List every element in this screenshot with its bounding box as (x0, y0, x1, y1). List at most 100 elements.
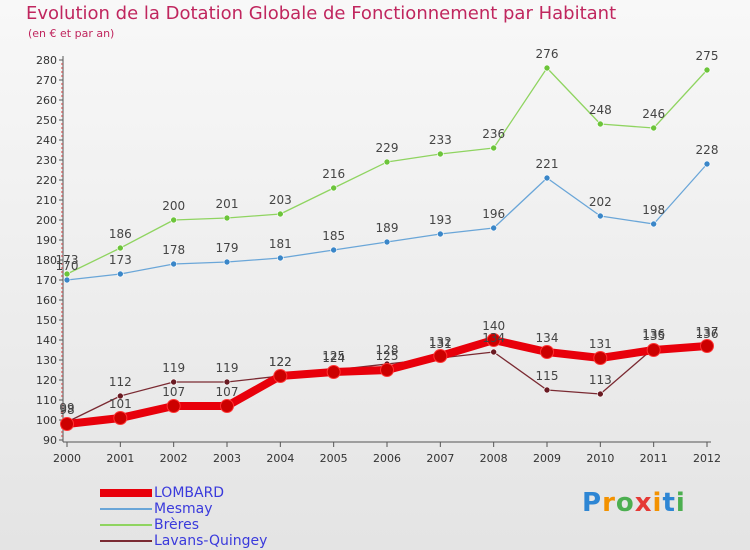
data-point (113, 411, 128, 425)
data-label: 135 (642, 329, 665, 343)
data-point (220, 399, 234, 413)
y-tick-label: 150 (36, 314, 57, 327)
data-label: 275 (696, 49, 719, 63)
data-point (223, 214, 231, 222)
x-tick-label: 2001 (106, 452, 134, 465)
data-label: 221 (536, 157, 559, 171)
x-tick-label: 2007 (426, 452, 454, 465)
x-tick-label: 2011 (640, 452, 668, 465)
data-point (326, 365, 341, 379)
y-tick-label: 100 (36, 414, 57, 427)
y-tick-label: 230 (36, 154, 57, 167)
data-point (703, 66, 711, 74)
data-label: 189 (376, 221, 399, 235)
data-label: 122 (269, 355, 292, 369)
y-tick-label: 220 (36, 174, 57, 187)
y-tick-label: 250 (36, 114, 57, 127)
data-point (223, 258, 231, 266)
data-label: 236 (482, 127, 505, 141)
x-tick-label: 2005 (320, 452, 348, 465)
data-point (650, 220, 657, 228)
data-label: 99 (59, 401, 74, 415)
data-point (330, 184, 337, 192)
data-label: 198 (642, 203, 665, 217)
logo-letter: i (652, 488, 663, 518)
x-tick-label: 2009 (533, 452, 561, 465)
y-tick-label: 240 (36, 134, 57, 147)
data-label: 98 (59, 403, 74, 417)
data-label: 119 (216, 361, 239, 375)
data-label: 101 (109, 397, 132, 411)
data-point (703, 160, 711, 168)
data-label: 178 (162, 243, 185, 257)
data-label: 229 (376, 141, 399, 155)
legend-label: LOMBARD (154, 485, 225, 501)
data-point (490, 224, 497, 232)
data-point (490, 348, 497, 356)
data-point (63, 276, 71, 284)
y-tick-label: 140 (36, 334, 57, 347)
data-point (650, 124, 657, 132)
data-point (170, 216, 177, 224)
logo-letter: t (662, 488, 676, 518)
data-label: 246 (642, 107, 665, 121)
chart-title: Evolution de la Dotation Globale de Fonc… (26, 3, 617, 24)
y-tick-label: 280 (36, 54, 57, 67)
data-label: 248 (589, 103, 612, 117)
data-point (433, 349, 448, 363)
data-label: 119 (162, 361, 185, 375)
data-label: 128 (376, 343, 399, 357)
x-tick-label: 2012 (693, 452, 721, 465)
data-label: 276 (536, 47, 559, 61)
data-point (700, 339, 714, 353)
data-point (117, 392, 124, 400)
legend-item: Mesmay (100, 501, 267, 517)
data-point (380, 363, 394, 377)
data-point (437, 230, 444, 238)
data-label: 173 (109, 253, 132, 267)
data-label: 136 (642, 327, 665, 341)
y-tick-label: 260 (36, 94, 57, 107)
data-point (543, 64, 551, 72)
data-label: 131 (429, 337, 452, 351)
y-tick-label: 200 (36, 214, 57, 227)
data-label: 125 (376, 349, 399, 363)
data-label: 193 (429, 213, 452, 227)
data-label: 173 (56, 253, 79, 267)
data-label: 107 (162, 385, 185, 399)
data-label: 132 (429, 335, 452, 349)
data-point (543, 174, 551, 182)
x-tick-label: 2004 (266, 452, 294, 465)
logo-letter: x (634, 488, 653, 518)
data-point (170, 378, 177, 386)
data-label: 112 (109, 375, 132, 389)
data-label: 134 (482, 331, 505, 345)
data-point (170, 260, 177, 268)
logo-letter: r (602, 488, 616, 518)
logo-letter: P (582, 488, 603, 518)
legend-label: Mesmay (154, 501, 213, 517)
data-point (597, 212, 604, 220)
data-label: 186 (109, 227, 132, 241)
data-label: 134 (536, 331, 559, 345)
y-tick-label: 270 (36, 74, 57, 87)
data-label: 131 (589, 337, 612, 351)
chart-subtitle: (en € et par an) (28, 27, 115, 40)
data-point (277, 254, 284, 262)
x-tick-label: 2010 (586, 452, 614, 465)
legend-swatch (100, 524, 152, 526)
logo-letter: o (615, 488, 635, 518)
x-tick-label: 2008 (480, 452, 508, 465)
legend-swatch (100, 508, 152, 510)
data-label: 113 (589, 373, 612, 387)
data-point (486, 333, 501, 347)
data-point (223, 378, 231, 386)
data-label: 115 (536, 369, 559, 383)
data-label: 200 (162, 199, 185, 213)
data-point (597, 390, 604, 398)
data-point (166, 399, 181, 413)
proxiti-logo: Proxiti (582, 488, 686, 518)
data-point (437, 150, 444, 158)
data-point (383, 158, 391, 166)
